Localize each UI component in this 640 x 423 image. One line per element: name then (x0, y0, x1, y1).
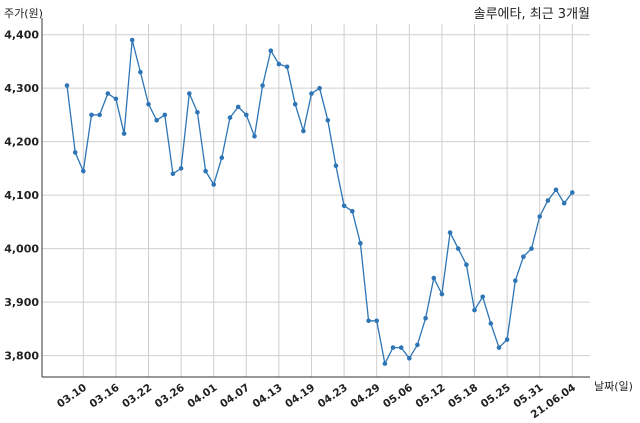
data-point (81, 168, 86, 174)
data-point (113, 96, 119, 102)
x-tick-label: 04.19 (283, 382, 317, 411)
data-point (309, 91, 314, 96)
x-tick-label: 03.10 (55, 382, 89, 411)
data-point (407, 356, 412, 361)
x-tick-label: 04.13 (251, 382, 285, 411)
data-point (561, 200, 567, 206)
data-point (455, 246, 461, 251)
data-point (227, 115, 233, 120)
data-point (504, 337, 510, 342)
x-tick-label: 04.29 (348, 382, 382, 411)
price-series (64, 37, 575, 366)
data-point (154, 118, 159, 123)
data-point (480, 294, 486, 300)
data-point (382, 361, 388, 366)
data-point (423, 315, 428, 321)
x-tick-label: 04.23 (316, 382, 350, 411)
x-tick-label: 03.16 (88, 382, 122, 411)
data-point (162, 112, 168, 118)
y-tick-label: 4,000 (4, 243, 39, 256)
x-axis-label: 날짜(일) (594, 379, 633, 393)
data-point (464, 262, 469, 268)
data-point (488, 321, 494, 326)
y-tick-labels: 3,800 3,900 4,000 4,100 4,200 4,300 4,400 (4, 29, 39, 363)
data-point (146, 101, 151, 107)
data-point (260, 83, 265, 88)
data-point (276, 61, 282, 67)
data-point (129, 37, 135, 43)
grid-lines (42, 24, 590, 377)
data-point (244, 112, 249, 118)
data-point (187, 91, 192, 96)
x-tick-label: 03.26 (153, 382, 187, 411)
data-point (341, 203, 347, 209)
data-point (195, 110, 200, 115)
axes (41, 18, 590, 378)
data-point (545, 198, 551, 203)
data-point (496, 345, 502, 350)
data-point (398, 345, 404, 350)
y-tick-label: 3,900 (4, 296, 39, 309)
data-point (301, 128, 306, 134)
data-point (317, 85, 322, 91)
chart-title: 솔루에타, 최근 3개월 (474, 7, 590, 22)
x-tick-label: 05.18 (446, 382, 480, 411)
data-point (89, 112, 94, 118)
data-point (138, 69, 143, 75)
data-point (447, 230, 453, 235)
data-point (350, 208, 355, 214)
data-point (97, 112, 102, 118)
data-point (284, 64, 290, 70)
data-point (121, 131, 127, 136)
data-point (105, 91, 111, 96)
data-point (472, 307, 477, 313)
data-point (178, 166, 184, 171)
data-point (64, 83, 70, 88)
y-tick-label: 4,300 (4, 82, 39, 95)
data-point (366, 318, 371, 324)
x-tick-label: 05.25 (479, 382, 513, 411)
y-tick-label: 4,200 (4, 136, 39, 149)
data-point (553, 187, 559, 193)
data-point (72, 150, 78, 155)
data-point (431, 275, 437, 281)
data-point (292, 101, 298, 107)
data-point (415, 342, 420, 348)
data-point (529, 246, 534, 251)
data-point (374, 318, 380, 324)
data-point (203, 168, 208, 174)
data-point (570, 190, 575, 195)
y-axis-label: 주가(원) (4, 7, 43, 20)
data-point (211, 182, 216, 187)
x-tick-label: 04.07 (218, 382, 252, 411)
data-point (170, 171, 176, 177)
data-point (268, 48, 274, 53)
data-point (358, 241, 363, 246)
data-point (521, 254, 526, 259)
y-tick-label: 4,100 (4, 189, 39, 202)
x-tick-label: 03.22 (120, 382, 154, 411)
x-tick-label: 04.01 (185, 382, 219, 411)
x-tick-label: 05.12 (414, 382, 448, 411)
data-point (325, 118, 331, 123)
x-tick-label: 05.06 (381, 382, 415, 411)
y-tick-label: 4,400 (4, 29, 39, 42)
data-point (439, 291, 445, 297)
data-point (219, 155, 225, 160)
y-tick-label: 3,800 (4, 350, 39, 363)
data-point (235, 104, 241, 110)
data-point (513, 278, 518, 284)
data-point (390, 345, 396, 350)
data-point (252, 134, 257, 139)
data-point (333, 163, 339, 168)
data-point (537, 214, 542, 219)
x-tick-labels: 03.1003.1603.2203.2604.0104.0704.1304.19… (55, 382, 578, 422)
